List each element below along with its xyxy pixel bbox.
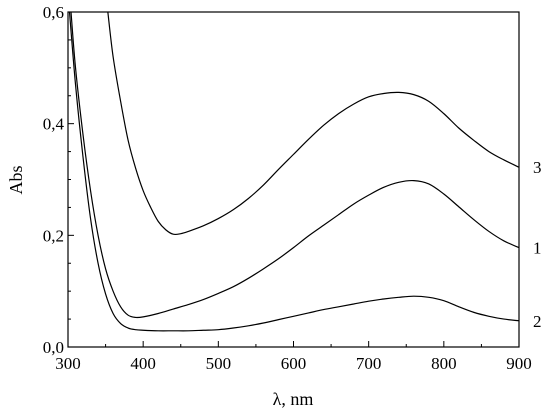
series-label-1: 1 — [533, 239, 542, 258]
curve-3 — [107, 11, 520, 236]
series-labels: 3 1 2 — [533, 158, 542, 331]
curves — [68, 11, 520, 332]
y-axis-title: Abs — [6, 165, 26, 194]
x-axis-title: λ, nm — [273, 389, 314, 409]
x-tick-label: 300 — [55, 354, 81, 373]
series-label-2: 2 — [533, 312, 542, 331]
x-tick-label: 700 — [356, 354, 382, 373]
series-label-3: 3 — [533, 158, 542, 177]
x-tick-label: 900 — [506, 354, 532, 373]
y-tick-label: 0,6 — [43, 3, 64, 22]
curve-1 — [70, 11, 520, 319]
plot-frame — [67, 11, 520, 348]
x-tick-label: 400 — [130, 354, 156, 373]
curve-2 — [68, 11, 520, 332]
y-tick-label: 0,0 — [43, 338, 64, 357]
x-tick-label: 500 — [206, 354, 232, 373]
x-tick-label: 600 — [281, 354, 307, 373]
y-tick-label: 0,4 — [43, 115, 65, 134]
x-tick-label: 800 — [431, 354, 457, 373]
axis-ticks — [67, 11, 520, 348]
tick-labels: 300 400 500 600 700 800 900 0,0 0,2 0,4 0,6 — [43, 3, 532, 373]
y-tick-label: 0,2 — [43, 226, 64, 245]
